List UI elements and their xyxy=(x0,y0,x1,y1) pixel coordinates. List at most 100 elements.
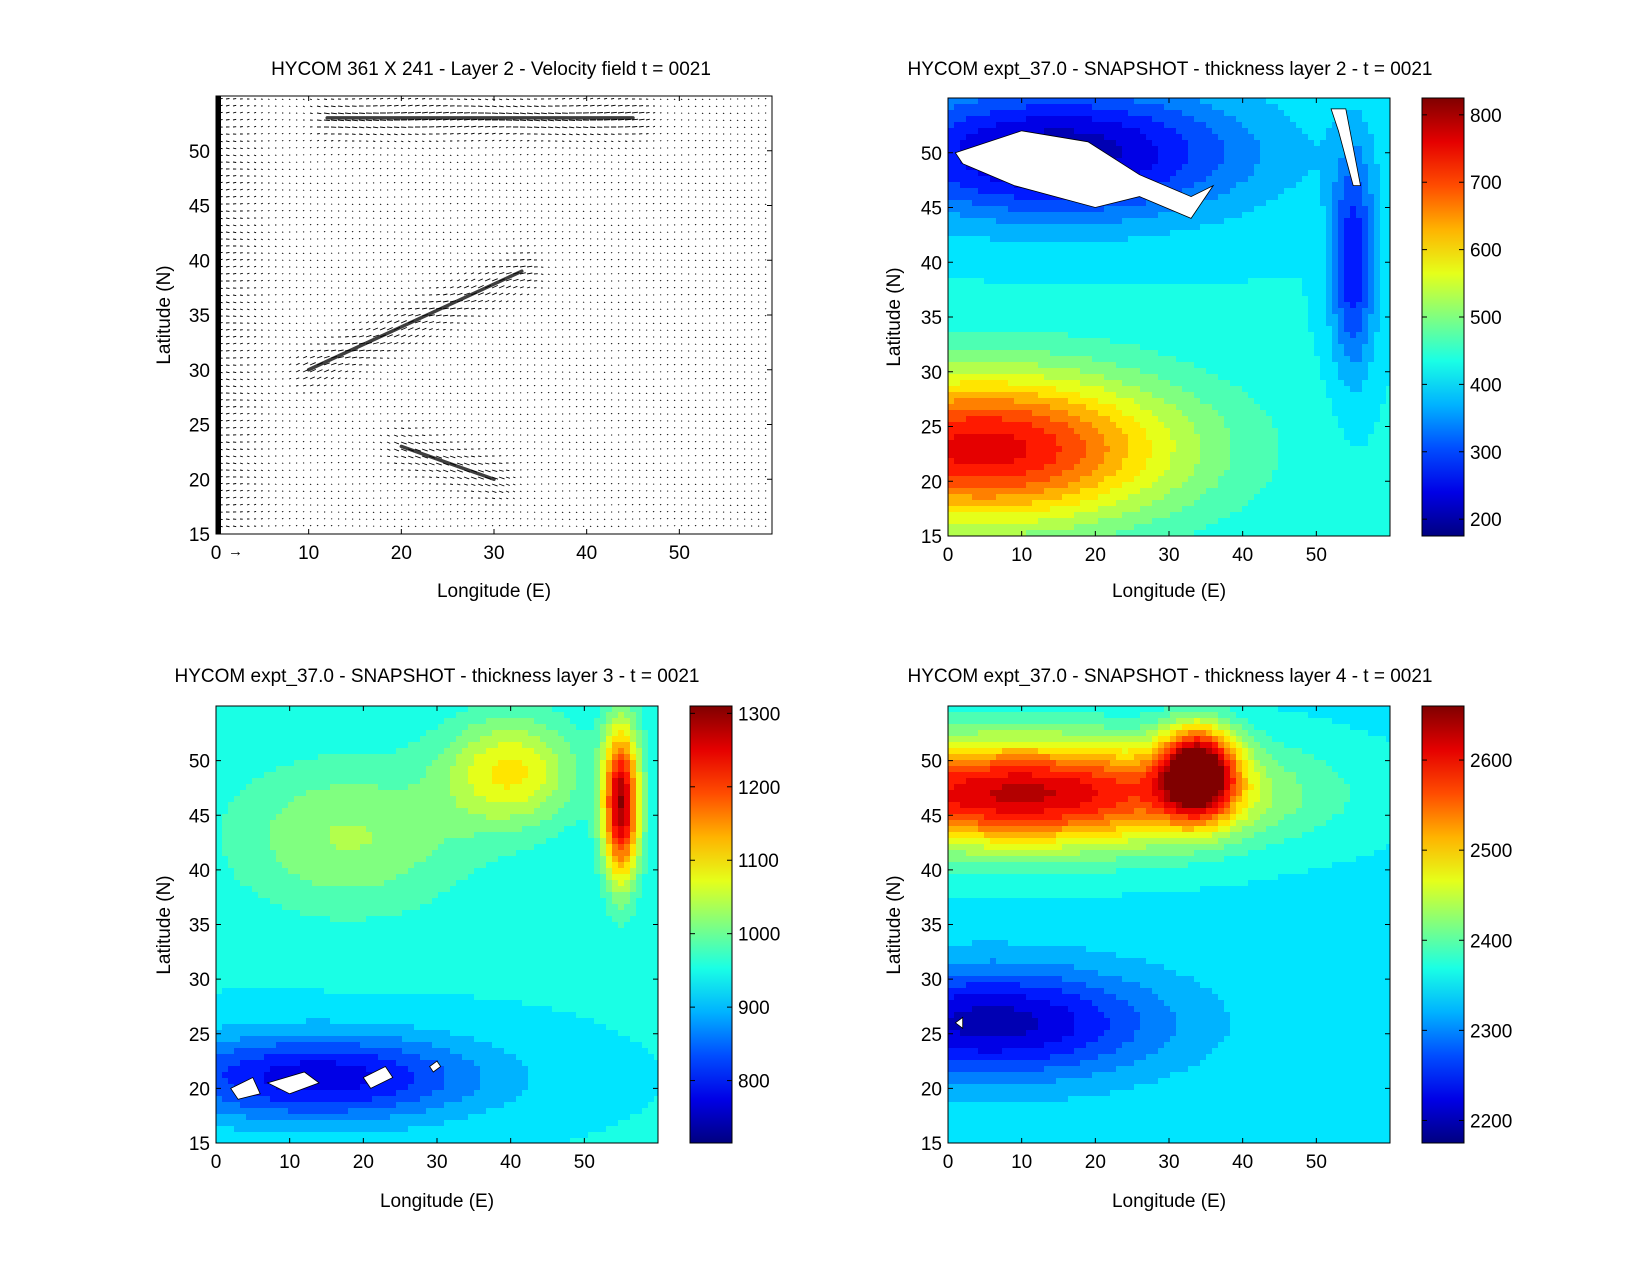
field-cell xyxy=(948,440,955,447)
field-cell xyxy=(1284,464,1291,471)
field-cell xyxy=(1278,308,1285,315)
field-cell xyxy=(1026,482,1033,489)
field-cell xyxy=(1032,98,1039,105)
field-cell xyxy=(1164,344,1171,351)
field-cell xyxy=(1068,230,1075,237)
field-cell xyxy=(1038,224,1045,231)
field-cell xyxy=(1272,104,1279,111)
field-cell xyxy=(1326,494,1333,501)
field-cell xyxy=(1242,434,1249,441)
field-cell xyxy=(1038,344,1045,351)
field-cell xyxy=(1290,242,1297,249)
field-cell xyxy=(1122,488,1129,495)
field-cell xyxy=(972,512,979,519)
field-cell xyxy=(1110,446,1117,453)
field-cell xyxy=(1242,386,1249,393)
field-cell xyxy=(954,272,961,279)
field-cell xyxy=(1230,452,1237,459)
field-cell xyxy=(1254,200,1261,207)
field-cell xyxy=(1248,530,1255,536)
field-cell xyxy=(1218,530,1225,536)
x-tick-label: 0 xyxy=(211,543,222,564)
field-cell xyxy=(1326,140,1333,147)
field-cell xyxy=(1014,470,1021,477)
field-cell xyxy=(966,386,973,393)
field-cell xyxy=(1266,164,1273,171)
field-cell xyxy=(984,236,991,243)
field-cell xyxy=(1038,308,1045,315)
field-cell xyxy=(1128,128,1135,135)
field-cell xyxy=(1302,476,1309,483)
field-cell xyxy=(1242,470,1249,477)
field-cell xyxy=(1104,212,1111,219)
field-cell xyxy=(1134,128,1141,135)
field-cell xyxy=(1212,164,1219,171)
field-cell xyxy=(1260,446,1267,453)
field-cell xyxy=(1026,116,1033,123)
field-cell xyxy=(1326,356,1333,363)
field-cell xyxy=(1254,356,1261,363)
field-cell xyxy=(1320,200,1327,207)
field-cell xyxy=(1002,320,1009,327)
field-cell xyxy=(1284,494,1291,501)
field-cell xyxy=(990,362,997,369)
field-cell xyxy=(1248,152,1255,159)
field-cell xyxy=(978,284,985,291)
field-cell xyxy=(1068,128,1075,135)
field-cell xyxy=(1194,380,1201,387)
field-cell xyxy=(1170,284,1177,291)
field-cell xyxy=(1290,368,1297,375)
field-cell xyxy=(1080,116,1087,123)
field-cell xyxy=(1152,242,1159,249)
field-cell xyxy=(1224,338,1231,345)
field-cell xyxy=(1218,416,1225,423)
field-cell xyxy=(1110,470,1117,477)
field-cell xyxy=(1308,422,1315,429)
field-cell xyxy=(972,104,979,111)
field-cell xyxy=(1326,368,1333,375)
field-cell xyxy=(960,230,967,237)
field-cell xyxy=(1290,218,1297,225)
field-cell xyxy=(1140,116,1147,123)
field-cell xyxy=(1026,488,1033,495)
field-cell xyxy=(1350,278,1357,285)
field-cell xyxy=(1332,428,1339,435)
field-cell xyxy=(1326,212,1333,219)
field-cell xyxy=(1068,440,1075,447)
field-cell xyxy=(1284,518,1291,525)
field-cell xyxy=(966,278,973,285)
field-cell xyxy=(1200,434,1207,441)
field-cell xyxy=(1164,182,1171,189)
field-cell xyxy=(1200,404,1207,411)
field-cell xyxy=(1182,254,1189,261)
field-cell xyxy=(1296,218,1303,225)
field-cell xyxy=(960,494,967,501)
field-cell xyxy=(1218,170,1225,177)
field-cell xyxy=(1032,458,1039,465)
field-cell xyxy=(984,374,991,381)
field-cell xyxy=(1008,320,1015,327)
field-cell xyxy=(1230,194,1237,201)
field-cell xyxy=(1146,524,1153,531)
field-cell xyxy=(1080,476,1087,483)
field-cell xyxy=(1320,260,1327,267)
field-cell xyxy=(1044,404,1051,411)
field-cell xyxy=(1014,110,1021,117)
field-cell xyxy=(1104,428,1111,435)
field-cell xyxy=(1002,470,1009,477)
field-cell xyxy=(1098,488,1105,495)
field-cell xyxy=(972,416,979,423)
field-cell xyxy=(1278,140,1285,147)
field-cell xyxy=(954,242,961,249)
field-cell xyxy=(1332,512,1339,519)
field-cell xyxy=(1188,248,1195,255)
field-cell xyxy=(1026,404,1033,411)
velocity-jet-1 xyxy=(399,444,496,481)
field-cell xyxy=(1056,464,1063,471)
field-cell xyxy=(1020,440,1027,447)
field-cell xyxy=(990,470,997,477)
field-cell xyxy=(1128,218,1135,225)
field-cell xyxy=(954,170,961,177)
field-cell xyxy=(960,530,967,536)
field-cell xyxy=(1170,350,1177,357)
